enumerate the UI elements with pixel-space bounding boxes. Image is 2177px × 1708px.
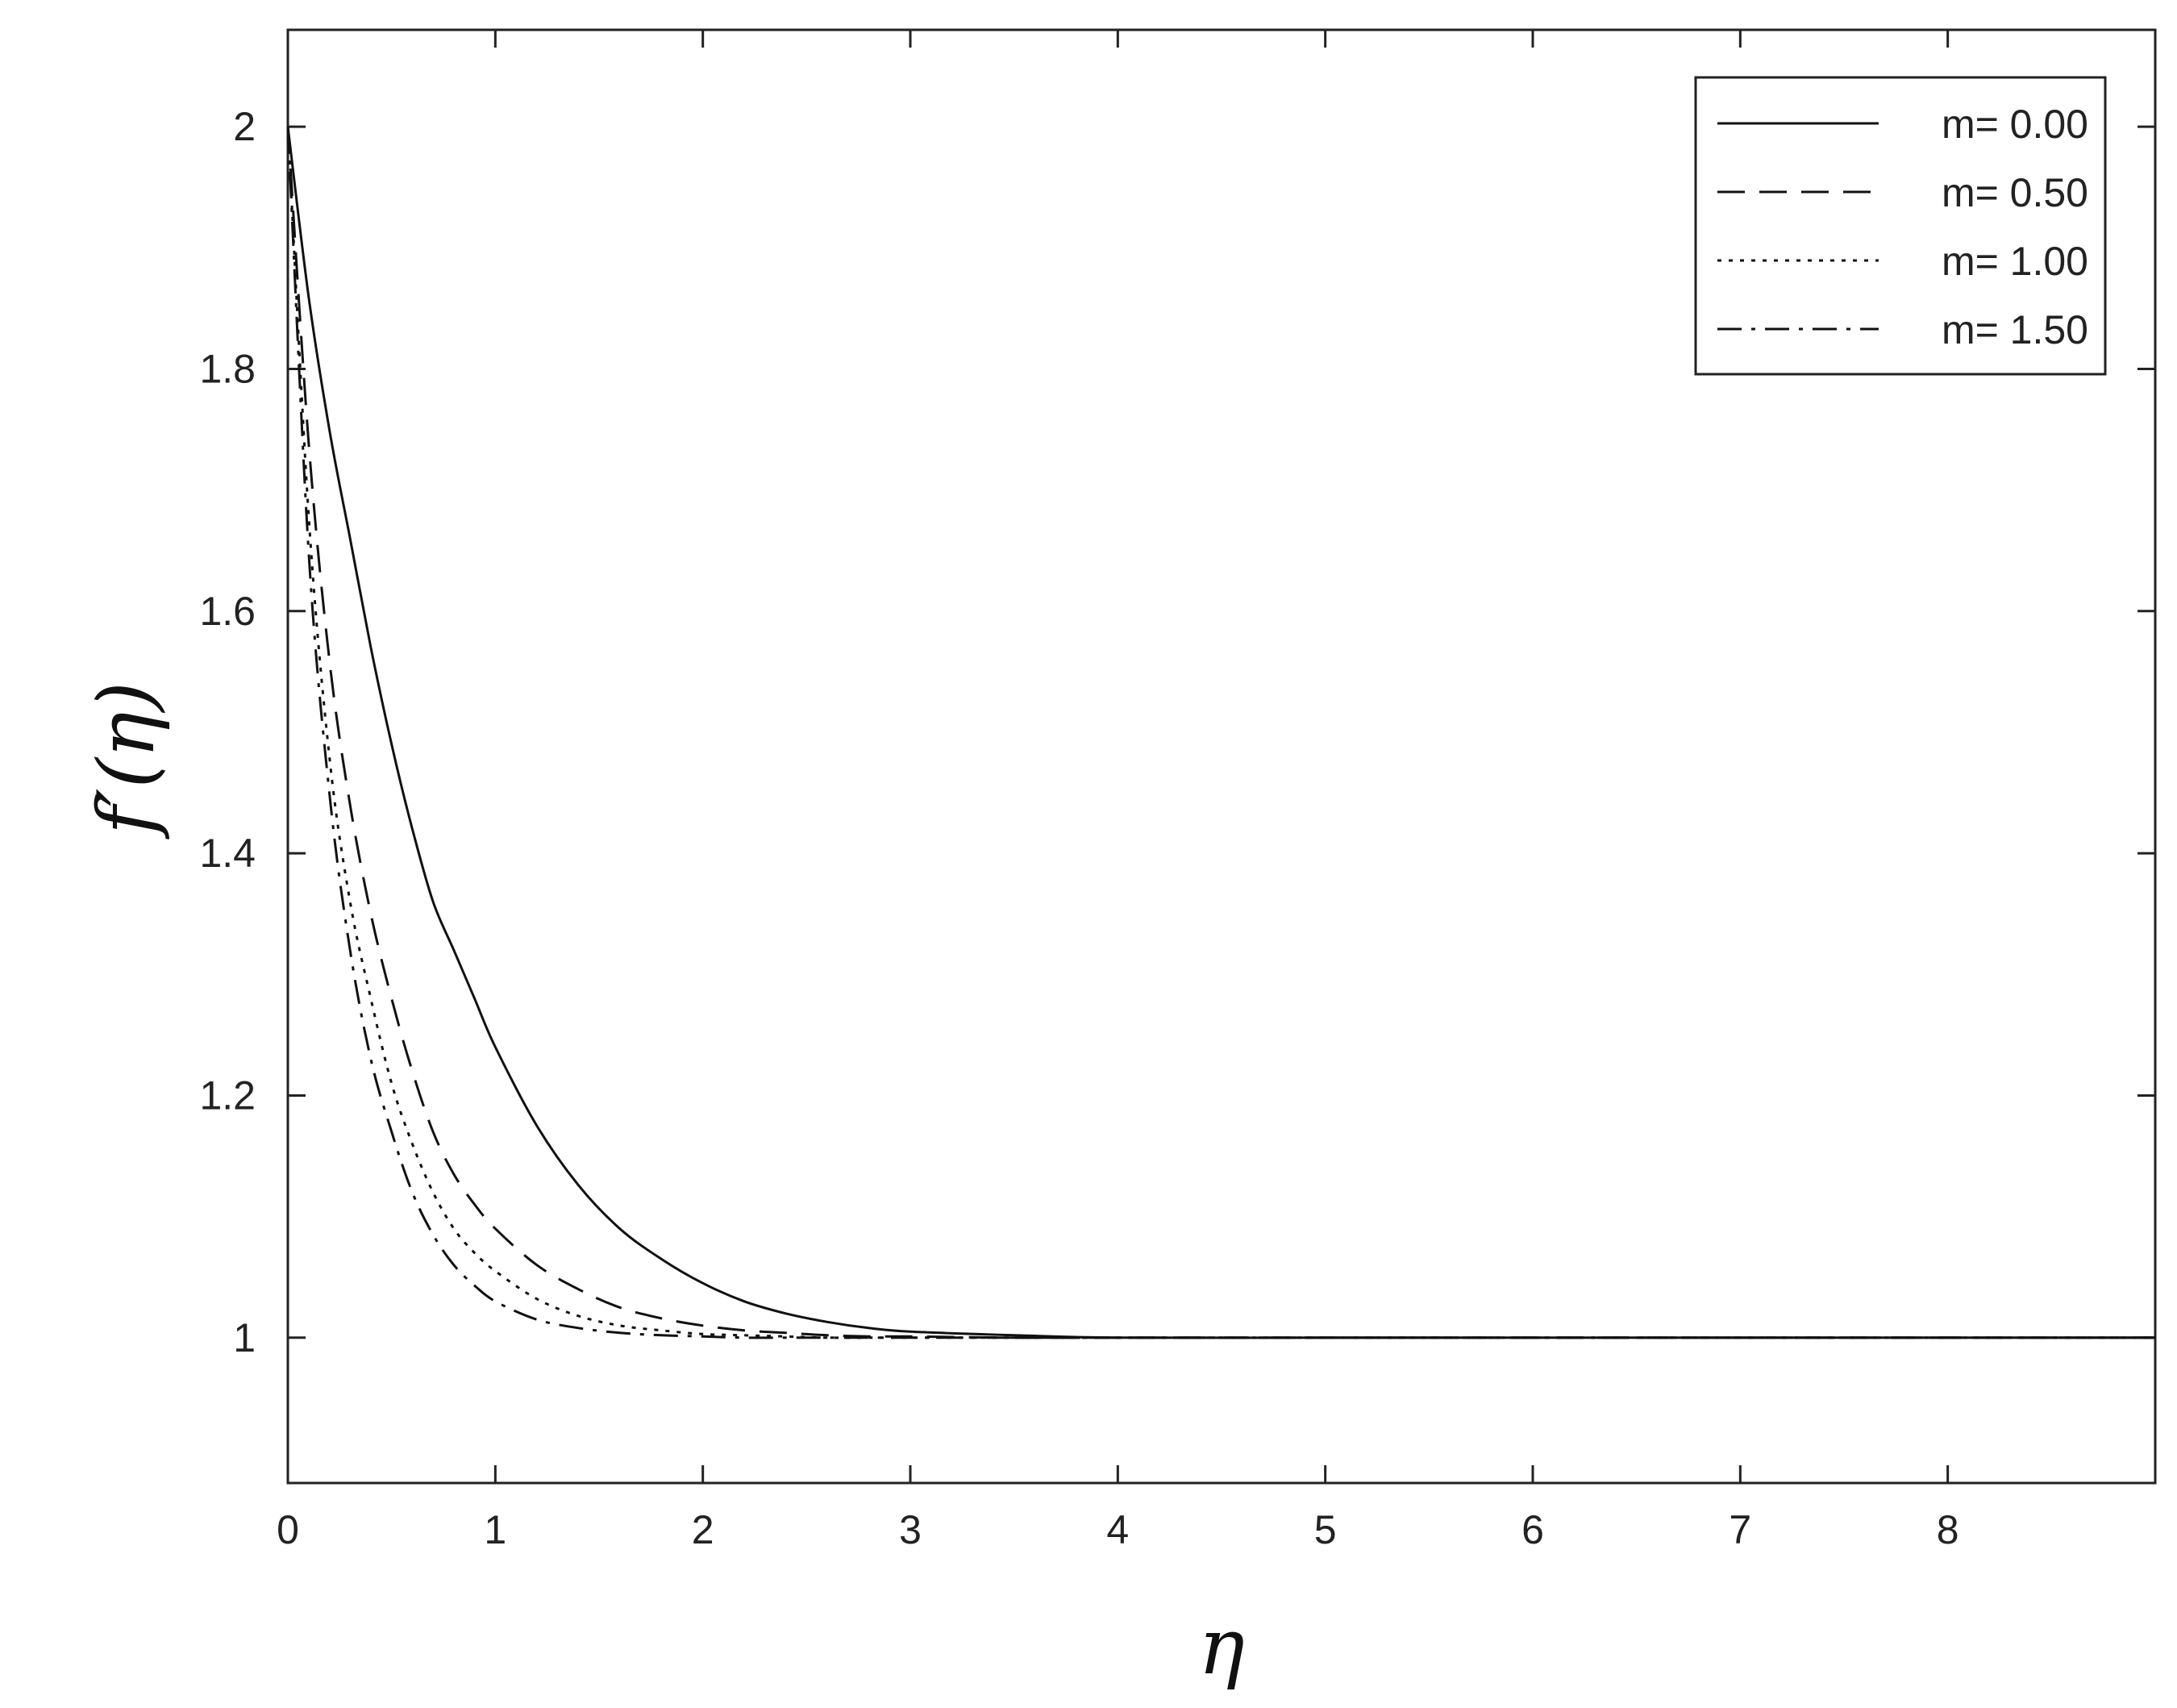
x-axis: 0 1 2 3 4 5 6 7 8 bbox=[277, 30, 1959, 1552]
y-tick-label: 2 bbox=[233, 104, 256, 149]
x-axis-title: η bbox=[1198, 1602, 1245, 1692]
x-tick-label: 2 bbox=[692, 1507, 714, 1552]
y-axis-title: f′(η) bbox=[81, 681, 172, 839]
legend-label: m= 0.00 bbox=[1942, 102, 2088, 147]
y-tick-label: 1.4 bbox=[199, 831, 256, 876]
x-tick-label: 0 bbox=[277, 1507, 299, 1552]
y-tick-label: 1.6 bbox=[199, 589, 256, 634]
legend-label: m= 1.50 bbox=[1942, 307, 2088, 352]
x-tick-label: 6 bbox=[1521, 1507, 1544, 1552]
x-tick-label: 1 bbox=[484, 1507, 506, 1552]
legend: m= 0.00 m= 0.50 m= 1.00 m= 1.50 bbox=[1694, 76, 2107, 376]
legend-label: m= 1.00 bbox=[1942, 239, 2088, 284]
legend-box bbox=[1694, 76, 2107, 376]
legend-label: m= 0.50 bbox=[1942, 170, 2088, 215]
x-tick-label: 8 bbox=[1937, 1507, 1959, 1552]
series-line-3 bbox=[286, 127, 2155, 1339]
x-tick-label: 4 bbox=[1106, 1507, 1129, 1552]
x-tick-label: 5 bbox=[1314, 1507, 1337, 1552]
y-axis: 1 1.2 1.4 1.6 1.8 2 bbox=[199, 104, 2155, 1360]
series-layer bbox=[286, 126, 2155, 1339]
series-line-0 bbox=[286, 126, 2155, 1339]
y-tick-label: 1 bbox=[233, 1315, 256, 1360]
x-tick-label: 3 bbox=[899, 1507, 922, 1552]
legend-items: m= 0.00 m= 0.50 m= 1.00 m= 1.50 bbox=[1717, 102, 2088, 352]
series-line-2 bbox=[286, 127, 2155, 1339]
x-tick-label: 7 bbox=[1729, 1507, 1751, 1552]
y-tick-label: 1.8 bbox=[199, 346, 256, 391]
y-tick-label: 1.2 bbox=[199, 1073, 256, 1118]
